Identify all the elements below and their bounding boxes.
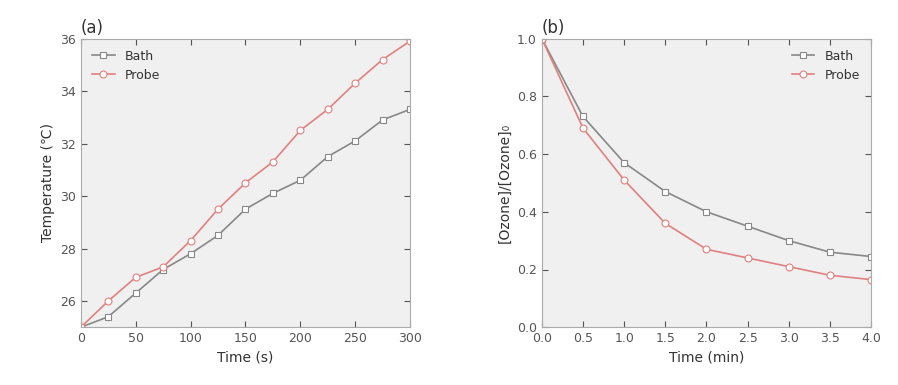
Probe: [701, 247, 712, 252]
X-axis label: Time (s): Time (s): [217, 351, 274, 365]
Bath: [295, 178, 305, 182]
Legend: Bath, Probe: Bath, Probe: [87, 45, 165, 87]
Probe: [405, 39, 416, 44]
Probe: [377, 57, 388, 62]
Probe: [660, 221, 671, 226]
Probe: [130, 275, 141, 280]
Probe: [866, 277, 876, 282]
Probe: [322, 107, 333, 112]
Probe: [185, 238, 196, 243]
Probe: [295, 128, 305, 133]
Bath: [350, 139, 361, 143]
Probe: [824, 273, 835, 278]
Bath: [268, 191, 278, 196]
Probe: [213, 207, 224, 211]
Y-axis label: [Ozone]/[Ozone]₀: [Ozone]/[Ozone]₀: [497, 123, 511, 243]
Probe: [619, 178, 629, 182]
X-axis label: Time (min): Time (min): [669, 351, 744, 365]
Probe: [103, 299, 114, 303]
Text: (b): (b): [541, 19, 565, 37]
Bath: [185, 251, 196, 256]
Probe: [350, 81, 361, 85]
Bath: [322, 154, 333, 159]
Probe: [158, 264, 169, 269]
Bath: [405, 107, 416, 112]
Probe: [742, 256, 753, 260]
Line: Bath: Bath: [538, 35, 875, 260]
Bath: [130, 291, 141, 295]
Bath: [577, 114, 588, 119]
Probe: [783, 264, 794, 269]
Bath: [783, 238, 794, 243]
Bath: [377, 117, 388, 122]
Legend: Bath, Probe: Bath, Probe: [787, 45, 865, 87]
Line: Probe: Probe: [77, 38, 414, 331]
Bath: [213, 233, 224, 238]
Y-axis label: Temperature (℃): Temperature (℃): [40, 123, 55, 243]
Line: Bath: Bath: [77, 106, 414, 331]
Bath: [619, 161, 629, 165]
Probe: [75, 325, 86, 330]
Text: (a): (a): [81, 19, 104, 37]
Bath: [75, 325, 86, 330]
Bath: [158, 267, 169, 272]
Probe: [268, 159, 278, 164]
Line: Probe: Probe: [538, 35, 875, 283]
Bath: [824, 250, 835, 254]
Probe: [536, 36, 547, 41]
Bath: [742, 224, 753, 229]
Bath: [701, 209, 712, 214]
Bath: [660, 189, 671, 194]
Bath: [866, 254, 876, 259]
Probe: [240, 181, 251, 185]
Bath: [103, 315, 114, 319]
Probe: [577, 126, 588, 130]
Bath: [240, 207, 251, 211]
Bath: [536, 36, 547, 41]
